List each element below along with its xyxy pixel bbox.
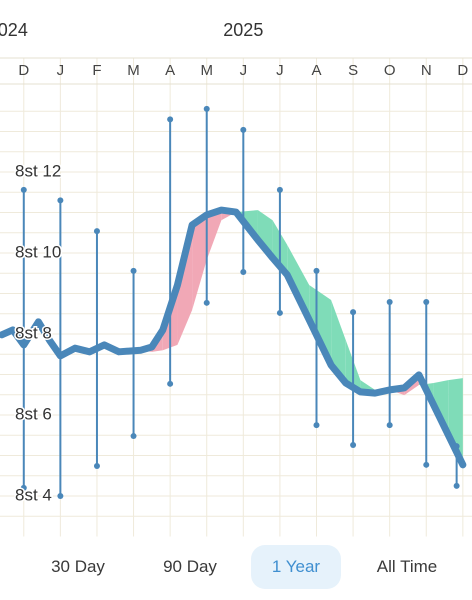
y-tick-label: 8st 10 [15,242,61,261]
range-min [20,484,27,491]
x-tick-label: A [311,62,321,79]
range-max [93,228,100,235]
range-max [130,267,137,274]
range-min [276,309,283,316]
x-tick-label: F [92,62,101,79]
tab[interactable]: 30 Day [51,557,105,576]
x-tick-label: J [276,62,284,79]
x-tick-label: O [384,62,396,79]
x-tick-label: J [240,62,248,79]
x-tick-label: N [421,62,432,79]
y-tick-label: 8st 4 [15,485,52,504]
trend-band [177,225,193,345]
x-tick-label: D [457,62,468,79]
year-label: 024 [0,20,28,40]
range-tabs: 30 Day 90 Day 1 Year All Time [0,545,472,593]
weight-line [0,206,467,469]
range-min [453,482,460,489]
tab[interactable]: 90 Day [163,557,217,576]
range-max [167,116,174,123]
range-max [240,126,247,133]
range-min [313,422,320,429]
tab[interactable]: 1 Year [251,545,341,589]
range-max [423,299,430,306]
year-label: 2025 [223,20,263,40]
trend-band [331,299,346,384]
range-max [203,105,210,112]
range-min [240,269,247,276]
range-min [203,299,210,306]
range-max [20,186,27,193]
chart: D J F M A M J J A S O N D 024 2025 8st 4 8st 6 8st 8 8st 1… [0,20,472,537]
range-max [350,309,357,316]
range-min [93,463,100,470]
y-tick-label: 8st 6 [15,404,52,423]
trend-band [257,210,273,258]
range-min [386,422,393,429]
range-min [350,441,357,448]
trend-band [192,214,207,311]
x-tick-label: J [57,62,65,79]
range-min [167,380,174,387]
x-tick-label: D [18,62,29,79]
trend-band [448,378,463,465]
range-max [57,197,64,204]
x-tick-label: M [200,62,213,79]
trend-band [206,210,222,260]
range-min [57,493,64,499]
x-tick-label: S [348,62,358,79]
tab[interactable]: All Time [376,557,438,576]
range-max [313,267,320,274]
y-tick-label: 8st 8 [15,323,52,342]
trend-band [309,284,332,366]
y-tick-label: 8st 12 [15,161,61,180]
x-tick-label: M [127,62,140,79]
x-tick-label: A [165,62,175,79]
range-min [423,461,430,468]
range-max [386,299,393,306]
range-min [130,433,137,440]
range-max [276,186,283,193]
